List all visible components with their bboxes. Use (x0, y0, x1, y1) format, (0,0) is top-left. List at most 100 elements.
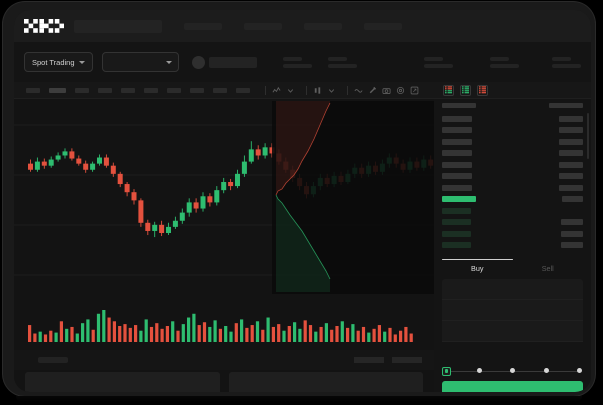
ticker-label (327, 56, 347, 61)
trading-subheader: Spot Trading (14, 42, 591, 82)
timeframe-1w[interactable] (190, 87, 204, 93)
orderbook-price (442, 184, 472, 191)
orderbook-ask-row[interactable] (442, 136, 583, 148)
timeframe-30m[interactable] (98, 87, 112, 93)
chevron-down-icon[interactable] (327, 86, 336, 95)
volume-plot (28, 310, 413, 342)
candlestick-chart[interactable] (14, 99, 434, 302)
orderbook-amount (561, 219, 583, 226)
toolbar-divider (306, 85, 307, 95)
orderbook-rows (442, 113, 583, 251)
orderbook-mode-asks[interactable] (477, 84, 488, 96)
orderbook-bid-row[interactable] (442, 217, 583, 229)
timeframe-1m[interactable] (26, 87, 40, 93)
orderbook-ask-row[interactable] (442, 171, 583, 183)
indicator-icon[interactable] (272, 86, 281, 95)
order-price-input[interactable] (442, 279, 583, 300)
bottom-panel-right[interactable] (228, 372, 423, 392)
pair-select-dropdown[interactable] (101, 52, 179, 72)
orderbook-amount (561, 242, 583, 249)
orderbook-panel: Buy Sell (434, 99, 591, 392)
ticker-label (551, 56, 571, 61)
depth-chart-overlay (272, 101, 434, 294)
bottom-panel-left[interactable] (25, 372, 220, 392)
toolbar-divider (347, 85, 348, 95)
orderbook-mode-bids[interactable] (460, 84, 471, 96)
timeframe-4h[interactable] (144, 87, 158, 93)
app-header (14, 10, 591, 42)
orderbook-last-price[interactable] (442, 194, 583, 206)
orderbook-bid-row[interactable] (442, 240, 583, 252)
tab-sell[interactable]: Sell (513, 259, 584, 277)
order-form (442, 279, 583, 342)
timeframe-5m[interactable] (49, 87, 66, 93)
spot-trading-label: Spot Trading (32, 57, 75, 67)
okx-logo-icon[interactable] (24, 19, 64, 33)
slider-step-25[interactable] (477, 368, 482, 373)
nav-item-4[interactable] (364, 22, 402, 30)
tab-filter[interactable] (354, 357, 384, 363)
device-bezel: Spot Trading (3, 2, 595, 396)
orderbook-scrollbar[interactable] (587, 113, 589, 159)
chart-type-icon[interactable] (313, 86, 322, 95)
slider-step-75[interactable] (544, 368, 549, 373)
orders-tab-strip (14, 350, 434, 373)
camera-icon[interactable] (382, 86, 391, 95)
tab-buy[interactable]: Buy (442, 259, 513, 277)
fullscreen-icon[interactable] (410, 86, 419, 95)
orderbook-mode-both[interactable] (443, 84, 454, 96)
timeframe-1d[interactable] (167, 87, 181, 93)
orderbook-amount (559, 173, 583, 180)
orderbook-price (442, 242, 471, 249)
slider-handle[interactable] (442, 366, 451, 376)
order-total-input[interactable] (442, 321, 583, 342)
orderbook-ask-row[interactable] (442, 159, 583, 171)
nav-item-3[interactable] (304, 22, 342, 30)
order-amount-input[interactable] (442, 300, 583, 321)
ticker-label (282, 56, 302, 61)
tab-buy-label: Buy (471, 263, 484, 273)
timeframe-1mo[interactable] (213, 87, 227, 93)
ticker-value (423, 63, 453, 68)
orderbook-amount (559, 184, 583, 191)
timeframe-15m[interactable] (75, 87, 89, 93)
search-input[interactable] (74, 19, 162, 33)
slider-step-50[interactable] (510, 368, 515, 373)
ticker-label (423, 56, 443, 61)
timeframe-more[interactable] (236, 87, 250, 93)
orderbook-list[interactable] (434, 99, 591, 257)
settings-icon[interactable] (396, 86, 405, 95)
order-amount-slider[interactable] (442, 366, 583, 376)
orderbook-amount (559, 161, 583, 168)
chevron-down-icon (165, 60, 172, 64)
spot-trading-dropdown[interactable]: Spot Trading (24, 52, 93, 72)
orderbook-header (442, 103, 583, 108)
orderbook-price (442, 161, 472, 168)
order-form-tabs: Buy Sell (442, 259, 583, 277)
orderbook-col-price (442, 103, 476, 108)
nav-item-1[interactable] (184, 22, 222, 30)
wave-icon[interactable] (354, 86, 363, 95)
orderbook-price (442, 207, 471, 214)
orders-tab-actions (354, 357, 422, 363)
orderbook-ask-row[interactable] (442, 113, 583, 125)
tab-hide-other-pairs[interactable] (392, 357, 422, 363)
chevron-down-icon (78, 60, 85, 64)
orderbook-ask-row[interactable] (442, 182, 583, 194)
orderbook-amount (559, 115, 583, 122)
submit-buy-button[interactable] (442, 381, 583, 392)
timeframe-1h[interactable] (121, 87, 135, 93)
tab-order-history[interactable] (38, 357, 68, 363)
ticker-stat-change (327, 56, 357, 68)
nav-item-2[interactable] (244, 22, 282, 30)
ticker-value (551, 63, 581, 68)
slider-step-100[interactable] (577, 368, 582, 373)
chevron-down-icon[interactable] (286, 86, 295, 95)
orderbook-mode-bar (434, 82, 591, 99)
orderbook-ask-row[interactable] (442, 148, 583, 160)
orderbook-bid-row[interactable] (442, 205, 583, 217)
orderbook-ask-row[interactable] (442, 125, 583, 137)
orderbook-bid-row[interactable] (442, 228, 583, 240)
magnet-icon[interactable] (368, 86, 377, 95)
orderbook-amount (559, 150, 583, 157)
